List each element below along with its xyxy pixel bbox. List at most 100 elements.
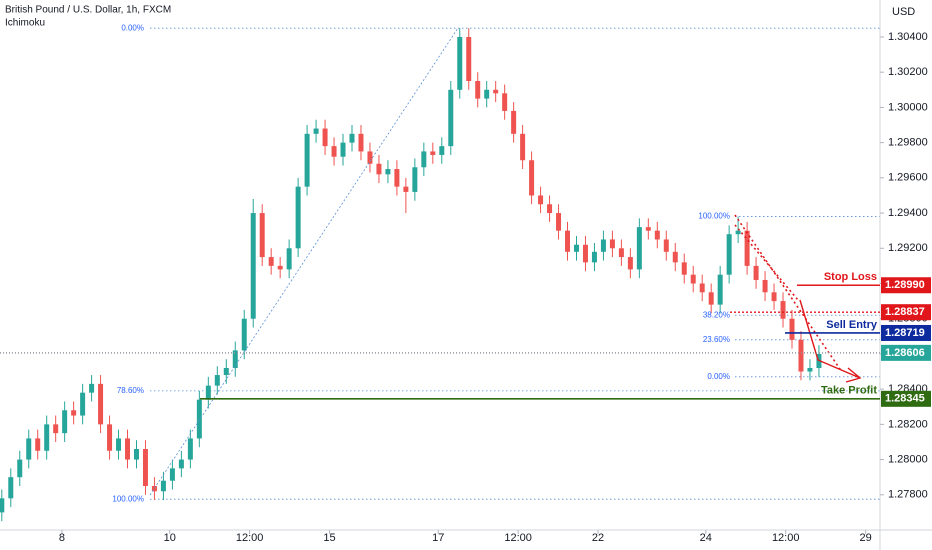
- candle-body: [214, 375, 220, 386]
- candle-body: [71, 410, 77, 416]
- candle-body: [8, 477, 14, 499]
- candle-body: [582, 244, 588, 263]
- candle-body: [223, 368, 229, 376]
- fib-label: 23.60%: [703, 335, 730, 344]
- candle-body: [591, 251, 597, 263]
- candle-body: [53, 424, 59, 434]
- y-tick-label: 1.28000: [888, 453, 928, 465]
- candle-body: [798, 339, 804, 372]
- candle-body: [250, 213, 256, 319]
- candle-body: [232, 350, 238, 369]
- candle-body: [241, 318, 247, 351]
- candle-body: [511, 110, 517, 134]
- price-tag: [881, 324, 931, 341]
- x-tick-label: 17: [432, 532, 444, 544]
- candle-body: [475, 80, 481, 99]
- y-tick-label: 1.29200: [888, 242, 928, 254]
- candle-body: [753, 265, 759, 280]
- candle-body: [358, 133, 364, 152]
- candle-body: [717, 274, 723, 305]
- candle-body: [349, 133, 355, 143]
- x-tick-label: 12:00: [504, 532, 532, 544]
- price-line-name: Take Profit: [821, 385, 877, 397]
- x-tick-label: 22: [592, 532, 604, 544]
- candle-body: [520, 133, 526, 161]
- candle-body: [286, 248, 292, 270]
- candle-body: [35, 438, 41, 451]
- candle-body: [457, 36, 463, 90]
- fib-label: 38.20%: [703, 310, 730, 319]
- candle-body: [654, 230, 660, 240]
- x-tick-label: 12:00: [772, 532, 800, 544]
- price-tag-label: 1.28719: [885, 327, 925, 339]
- candle-body: [699, 283, 705, 293]
- candle-body: [17, 459, 23, 478]
- candle-body: [394, 169, 400, 187]
- y-tick-label: 1.27800: [888, 489, 928, 501]
- price-tag: [881, 277, 931, 294]
- candle-body: [313, 128, 319, 134]
- candle-body: [681, 262, 687, 275]
- candle-body: [618, 248, 624, 258]
- candle-body: [44, 424, 50, 451]
- candle-body: [125, 438, 131, 460]
- trend-line: [734, 214, 843, 373]
- arrow: [799, 299, 862, 383]
- candle-body: [762, 279, 768, 293]
- candle-body: [178, 459, 184, 469]
- candle-body: [412, 167, 418, 192]
- candle-body: [547, 204, 553, 214]
- candle-body: [196, 399, 202, 439]
- candle-body: [663, 239, 669, 252]
- candle-body: [385, 169, 391, 175]
- candle-body: [771, 292, 777, 302]
- candle-body: [277, 265, 283, 270]
- indicator-label: Ichimoku: [5, 18, 45, 29]
- candle-body: [672, 251, 678, 263]
- y-tick-label: 1.30400: [888, 31, 928, 43]
- x-tick-label: 12:00: [236, 532, 264, 544]
- candle-body: [448, 89, 454, 147]
- price-tag-label: 1.28606: [885, 347, 925, 359]
- candle-body: [80, 392, 86, 416]
- candle-body: [573, 244, 579, 252]
- candle-body: [493, 89, 499, 94]
- candle-body: [690, 274, 696, 284]
- fib-label: 100.00%: [698, 212, 730, 221]
- price-tag: [881, 390, 931, 407]
- candle-body: [403, 186, 409, 192]
- candle-body: [268, 257, 274, 266]
- fib-label: 78.60%: [117, 386, 144, 395]
- chart-title: British Pound / U.S. Dollar, 1h, FXCM: [5, 5, 171, 16]
- candle-body: [627, 257, 633, 270]
- candle-body: [708, 292, 714, 305]
- candle-body: [609, 239, 615, 249]
- candle-body: [26, 438, 32, 460]
- candle-body: [295, 186, 301, 249]
- price-tag: [881, 304, 931, 321]
- price-tag-label: 1.28345: [885, 393, 925, 405]
- candle-body: [89, 383, 95, 393]
- candle-body: [735, 230, 741, 235]
- price-tag-label: 1.28837: [885, 306, 925, 318]
- fib-label: 0.00%: [707, 372, 730, 381]
- candle-body: [367, 151, 373, 164]
- candle-body: [645, 227, 651, 231]
- trend-line: [734, 224, 799, 301]
- candle-body: [116, 438, 122, 451]
- fib-trend-line: [149, 27, 459, 496]
- candle-body: [439, 146, 445, 155]
- candle-body: [340, 142, 346, 157]
- candle-body: [0, 498, 5, 513]
- candle-body: [556, 213, 562, 231]
- y-tick-label: 1.29400: [888, 207, 928, 219]
- candle-body: [376, 163, 382, 175]
- candle-body: [304, 133, 310, 187]
- price-tag-label: 1.28990: [885, 279, 925, 291]
- candle-body: [107, 424, 113, 451]
- candle-body: [160, 480, 166, 492]
- x-tick-label: 29: [860, 532, 872, 544]
